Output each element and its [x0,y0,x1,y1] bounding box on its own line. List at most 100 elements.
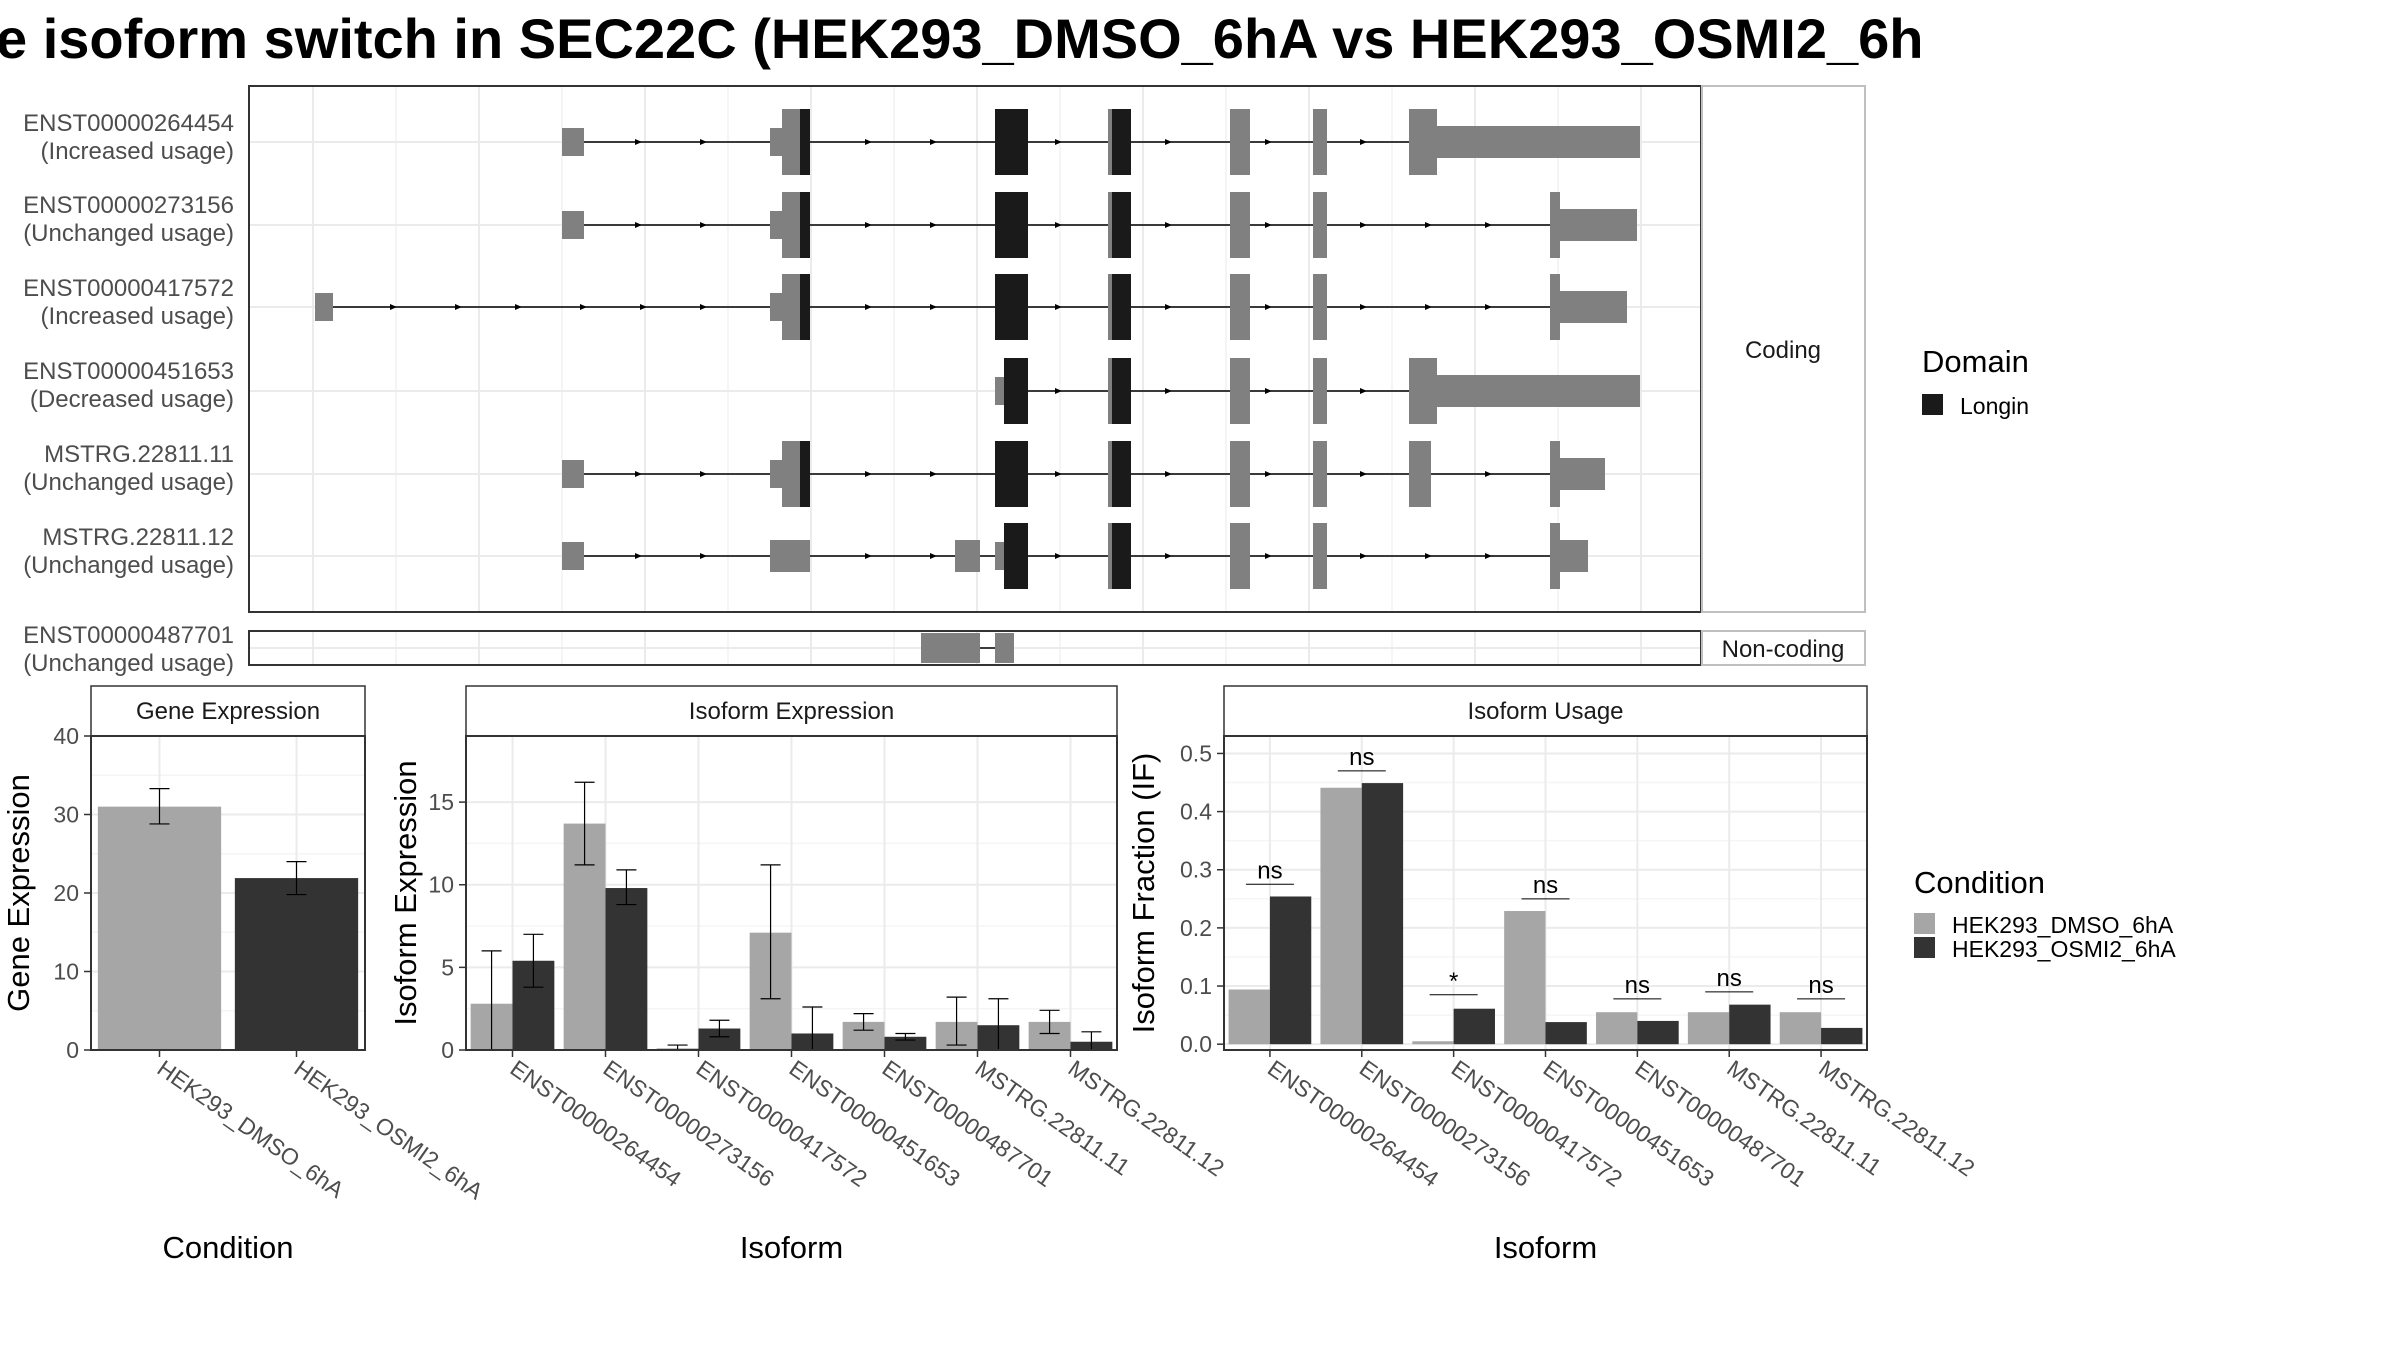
exon-block [770,128,782,156]
isoform-expression-chart: Isoform Expression051015ENST00000264454E… [388,685,1229,1265]
domain-legend-title: Domain [1922,344,2029,379]
exon-block [995,633,1014,663]
strand-arrow [1055,222,1062,228]
strand-arrow [1425,553,1432,559]
strand-arrow [865,139,872,145]
x-tick-label: ENST00000264454 [1263,1055,1444,1192]
longin-domain-block [995,274,1028,340]
condition-legend: Condition HEK293_DMSO_6hA HEK293_OSMI2_6… [1914,865,2176,962]
strand-arrow [930,139,937,145]
transcript-id-label: ENST00000451653 [23,358,234,385]
strand-arrow [1485,471,1492,477]
strand-arrow [1165,553,1172,559]
strand-arrow [865,304,872,310]
y-tick-label: 15 [428,789,454,815]
strand-arrow [1055,304,1062,310]
strand-arrow [1265,471,1272,477]
strand-arrow [580,304,587,310]
condition-legend-item-dmso: HEK293_DMSO_6hA [1952,912,2174,938]
x-tick-label: MSTRG.22811.12 [1814,1055,1979,1182]
facet-strip-title: Gene Expression [136,698,320,725]
strand-arrow [865,222,872,228]
bar [1687,1012,1730,1045]
strand-arrow [1485,553,1492,559]
longin-domain-block [800,109,810,175]
exon-block [1230,109,1250,175]
x-tick-label: ENST00000273156 [599,1055,779,1192]
significance-label: ns [1625,972,1650,999]
exon-block [1437,126,1640,158]
y-tick-label: 30 [53,802,79,828]
strand-arrow [930,222,937,228]
facet-strip-title: Isoform Expression [689,698,894,725]
strand-arrow [1425,304,1432,310]
y-tick-label: 0.1 [1180,973,1212,999]
x-axis-title: Condition [163,1230,294,1265]
facet-strip [465,685,1118,737]
significance-label: ns [1349,744,1374,771]
exon-block [1108,523,1112,589]
bar [1637,1020,1679,1045]
exon-block [1560,209,1637,241]
exon-block [1409,358,1437,424]
coding-panel-border [248,85,1702,613]
exon-block [782,109,800,175]
strand-arrow [1360,304,1367,310]
strand-arrow [700,553,707,559]
exon-block [782,192,800,258]
coding-strip [1701,85,1866,613]
y-tick-label: 0.5 [1180,740,1212,766]
exon-block [1230,441,1250,507]
longin-domain-block [800,441,810,507]
exon-block [1230,192,1250,258]
bar [1821,1027,1863,1045]
strand-arrow [1055,388,1062,394]
exon-block [1550,274,1560,340]
strand-arrow [930,304,937,310]
strand-arrow [700,304,707,310]
strand-arrow [455,304,462,310]
transcript-id-label: ENST00000264454 [23,110,234,137]
exon-block [1560,458,1605,490]
strand-arrow [930,553,937,559]
domain-legend-swatch [1922,394,1943,415]
strand-arrow [1165,304,1172,310]
strand-arrow [1360,139,1367,145]
longin-domain-block [1112,441,1131,507]
exon-block [562,211,584,239]
transcript-id-label: ENST00000487701 [23,622,234,649]
x-tick-label: ENST00000487701 [878,1055,1058,1192]
significance-label: * [1449,968,1458,995]
x-tick-label: MSTRG.22811.12 [1064,1055,1229,1182]
transcript-id-label: MSTRG.22811.12 [42,524,234,551]
exon-block [1108,358,1112,424]
exon-block [1108,192,1112,258]
transcript-id-label: MSTRG.22811.11 [44,441,234,468]
transcript-id-label: ENST00000273156 [23,192,234,219]
strand-arrow [1265,388,1272,394]
strand-arrow [1485,222,1492,228]
exon-block [782,441,800,507]
bar [1412,1041,1454,1045]
exon-block [562,460,584,488]
bar [1504,911,1546,1045]
bar [698,1028,741,1050]
strand-arrow [700,222,707,228]
x-tick-label: ENST00000417572 [1447,1055,1627,1192]
y-tick-label: 0 [66,1037,79,1063]
longin-domain-block [1004,358,1028,424]
x-tick-label: ENST00000451653 [785,1055,965,1192]
exon-block [770,211,782,239]
exon-block [1108,441,1112,507]
bar [1596,1012,1638,1045]
noncoding-strip-label: Non-coding [1722,636,1845,663]
transcript-usage-label: (Increased usage) [41,138,234,165]
x-axis-title: Isoform [740,1230,843,1265]
exon-block [921,633,980,663]
y-tick-label: 0.3 [1180,857,1212,883]
longin-domain-block [1112,358,1131,424]
exon-block [1313,109,1327,175]
condition-legend-item-osmi: HEK293_OSMI2_6hA [1952,936,2176,962]
domain-legend-item: Longin [1960,393,2029,419]
